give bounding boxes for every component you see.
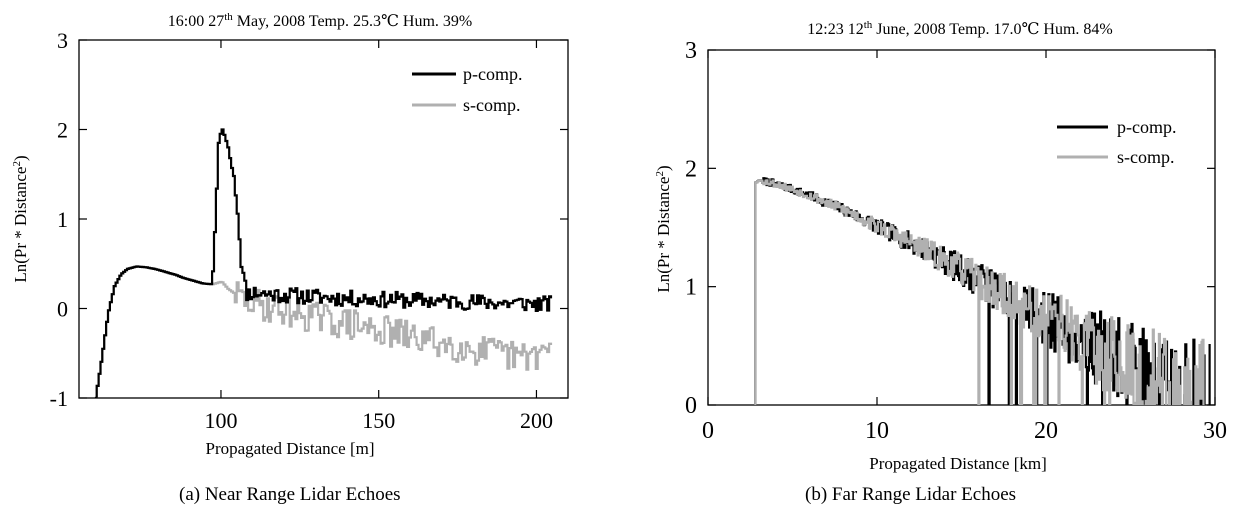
caption-near-range: (a) Near Range Lidar Echoes [179, 484, 401, 505]
chart-title-text: 16:00 27 [168, 13, 224, 30]
y-axis-label: Ln(Pr * Distance2) [11, 155, 30, 282]
y-tick-label: 0 [685, 393, 697, 419]
x-tick-label: 10 [865, 418, 889, 444]
y-axis-label-text: Ln(Pr * Distance [11, 167, 30, 283]
chart-title: 12:23 12th June, 2008 Temp. 17.0℃ Hum. 8… [807, 19, 1112, 38]
caption-far-range: (b) Far Range Lidar Echoes [805, 484, 1017, 505]
legend-label-p-comp: p-comp. [463, 64, 522, 84]
x-tick-label: 200 [520, 408, 553, 433]
y-axis-label: Ln(Pr * Distance2) [654, 165, 673, 292]
y-tick-label: 2 [57, 118, 68, 143]
series-group [94, 128, 553, 398]
x-axis-label: Propagated Distance [km] [869, 454, 1047, 473]
chart-panel-1: 12:23 12th June, 2008 Temp. 17.0℃ Hum. 8… [654, 19, 1227, 473]
chart-panel-0: 16:00 27th May, 2008 Temp. 25.3℃ Hum. 39… [11, 11, 569, 458]
y-axis-label-close: ) [654, 165, 673, 171]
plot-frame [707, 49, 1216, 406]
y-tick-label: 3 [685, 38, 697, 64]
legend-label-s-comp: s-comp. [463, 95, 521, 115]
y-tick-label: 0 [57, 297, 68, 322]
chart-title-superscript: th [224, 11, 233, 23]
chart-title-text-end: June, 2008 Temp. 17.0℃ Hum. 84% [872, 21, 1112, 38]
y-axis-label-superscript: 2 [11, 161, 23, 167]
x-tick-label: 20 [1034, 418, 1058, 444]
y-tick-label: 2 [685, 156, 697, 182]
x-tick-label: 150 [362, 408, 395, 433]
y-axis-label-superscript: 2 [654, 171, 666, 177]
series-line-p-comp [754, 177, 1211, 405]
legend-label-p-comp: p-comp. [1117, 117, 1176, 137]
x-tick-label: 0 [702, 418, 714, 444]
series-line-s-comp [754, 179, 1205, 405]
y-tick-label: 3 [57, 28, 68, 53]
chart-title-superscript: th [864, 19, 873, 31]
y-axis-label-close: ) [11, 155, 30, 161]
x-axis-label: Propagated Distance [m] [206, 439, 375, 458]
series-line-p-comp [94, 128, 553, 398]
series-group [754, 177, 1211, 405]
legend-label-s-comp: s-comp. [1117, 147, 1175, 167]
x-tick-label: 100 [204, 408, 237, 433]
y-tick-label: 1 [57, 207, 68, 232]
y-axis-label-text: Ln(Pr * Distance [654, 177, 673, 293]
chart-title: 16:00 27th May, 2008 Temp. 25.3℃ Hum. 39… [168, 11, 472, 30]
series-line-s-comp [94, 265, 553, 398]
y-tick-label: 1 [685, 275, 697, 301]
y-tick-label: -1 [50, 386, 68, 411]
x-tick-label: 30 [1203, 418, 1227, 444]
chart-title-text-end: May, 2008 Temp. 25.3℃ Hum. 39% [233, 13, 472, 30]
chart-title-text: 12:23 12 [807, 21, 863, 38]
